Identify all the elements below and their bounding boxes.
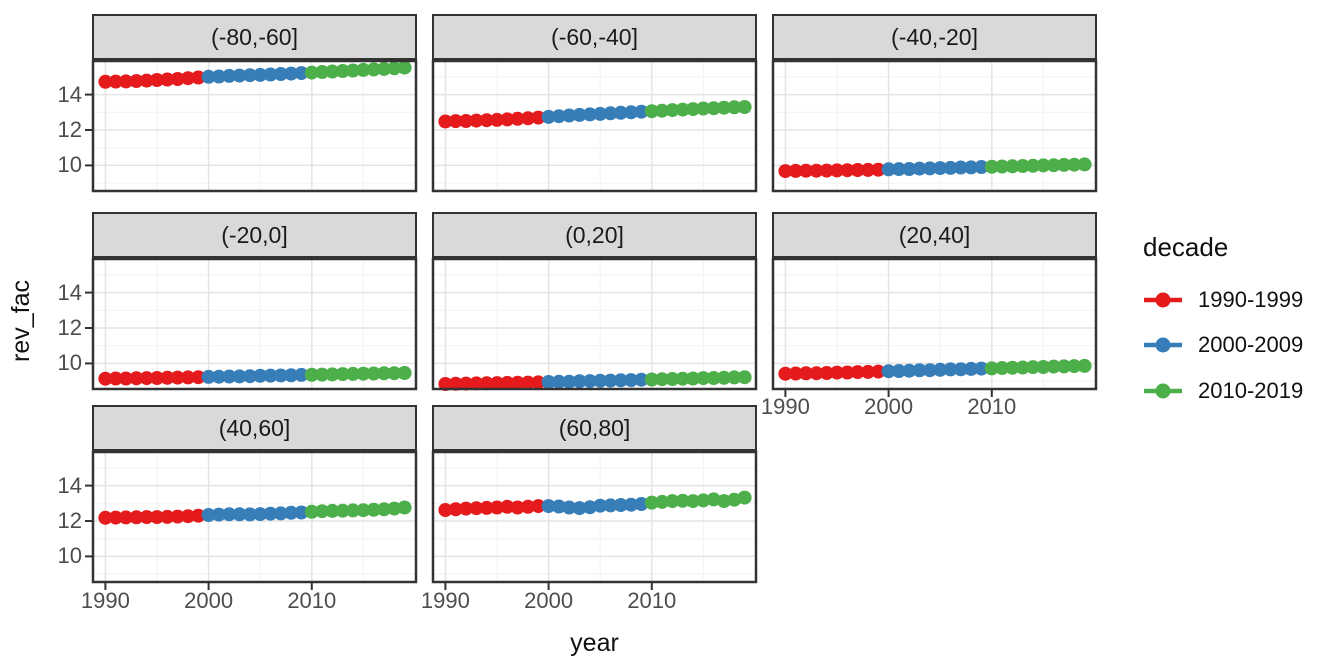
facet-panel — [771, 257, 1098, 397]
y-axis-tick-labels-row2: 14 12 10 — [38, 258, 82, 390]
legend-item-label: 1990-1999 — [1198, 287, 1304, 312]
facet-20-40: (20,40] — [771, 212, 1098, 397]
y-tick-label: 14 — [57, 472, 82, 498]
facet-panel — [85, 450, 418, 590]
legend-key-line-dot-icon — [1144, 292, 1182, 308]
legend-item-2010-2019: 2010-2019 — [1143, 376, 1303, 406]
y-tick-label: 10 — [57, 350, 82, 376]
facet-strip-label: (-20,0] — [221, 221, 288, 248]
legend-title: decade — [1143, 232, 1229, 262]
facet-strip: (-80,-60] — [92, 14, 417, 60]
facet-panel — [85, 257, 418, 391]
x-axis-tick-labels-col1: 1990 2000 2010 — [81, 588, 417, 616]
x-axis-title: year — [570, 629, 619, 657]
y-tick-label: 12 — [57, 117, 82, 142]
facet-strip-label: (-60,-40] — [551, 23, 638, 50]
y-axis-title: rev_fac — [7, 280, 35, 362]
x-tick-label: 2000 — [524, 588, 574, 613]
legend-item-label: 2000-2009 — [1198, 332, 1304, 357]
facet-panel — [431, 257, 758, 391]
facet-panel — [85, 59, 418, 193]
facet-strip: (60,80] — [432, 405, 757, 451]
y-axis-tick-labels-row1: 14 12 10 — [38, 60, 82, 192]
x-axis-tick-labels-col2: 1990 2000 2010 — [421, 588, 757, 616]
facet-strip: (-60,-40] — [432, 14, 757, 60]
facet-0-20: (0,20] — [431, 212, 758, 391]
legend-key-line-dot-icon — [1144, 337, 1182, 353]
facet-strip-label: (40,60] — [218, 414, 291, 441]
y-tick-label: 14 — [57, 279, 82, 305]
facet-60-80: (60,80] — [431, 405, 758, 590]
facet-neg40-neg20: (-40,-20] — [771, 14, 1098, 193]
y-axis-tick-labels-row3: 14 12 10 — [38, 451, 82, 583]
facet-strip: (0,20] — [432, 212, 757, 258]
facet-neg20-0: (-20,0] — [85, 212, 418, 391]
facet-strip: (-20,0] — [92, 212, 417, 258]
x-tick-label: 2010 — [967, 394, 1017, 419]
y-tick-label: 14 — [57, 81, 82, 107]
x-tick-label: 2010 — [287, 588, 337, 613]
y-tick-label: 10 — [57, 543, 82, 569]
facet-neg60-neg40: (-60,-40] — [431, 14, 758, 193]
legend-key-line-dot-icon — [1144, 383, 1182, 399]
facet-panel — [431, 59, 758, 193]
y-tick-label: 10 — [57, 152, 82, 178]
legend-item-2000-2009: 2000-2009 — [1143, 330, 1303, 360]
facet-strip-label: (-80,-60] — [211, 23, 298, 50]
facet-strip: (40,60] — [92, 405, 417, 451]
facet-strip-label: (20,40] — [898, 221, 971, 248]
facet-strip-label: (60,80] — [558, 414, 631, 441]
facet-neg80-neg60: (-80,-60] — [85, 14, 418, 193]
facet-panel — [431, 450, 758, 590]
x-tick-label: 2000 — [184, 588, 234, 613]
x-tick-label: 2000 — [864, 394, 914, 419]
y-tick-label: 12 — [57, 315, 82, 340]
facet-strip: (-40,-20] — [772, 14, 1097, 60]
x-tick-label: 1990 — [760, 394, 810, 419]
x-tick-label: 1990 — [80, 588, 130, 613]
x-axis-tick-labels-col3: 1990 2000 2010 — [761, 394, 1097, 422]
y-tick-label: 12 — [57, 508, 82, 533]
facet-strip-label: (-40,-20] — [891, 23, 978, 50]
facet-40-60: (40,60] — [85, 405, 418, 590]
x-tick-label: 1990 — [420, 588, 470, 613]
facet-strip: (20,40] — [772, 212, 1097, 258]
legend-item-1990-1999: 1990-1999 — [1143, 285, 1303, 315]
x-tick-label: 2010 — [627, 588, 677, 613]
facet-panel — [771, 59, 1098, 193]
legend-item-label: 2010-2019 — [1198, 378, 1304, 403]
facet-strip-label: (0,20] — [565, 221, 624, 248]
